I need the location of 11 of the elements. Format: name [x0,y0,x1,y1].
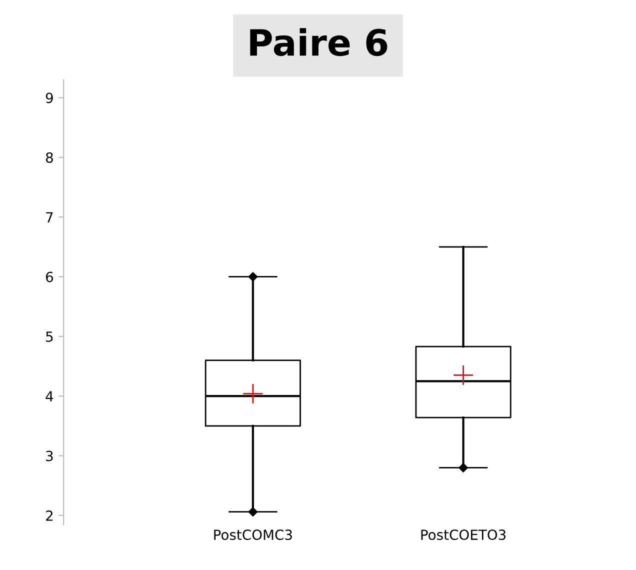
y-tick-label: 6 [46,272,54,282]
y-tick-label: 2 [46,510,52,521]
chart-title: Paire 6 [250,28,388,56]
y-tick-label: 3 [46,450,53,462]
y-tick-label: 4 [46,391,54,402]
y-tick-label: 7 [46,212,53,222]
y-tick-label: 5 [46,332,53,342]
y-tick-label: 8 [46,152,53,163]
x-tick-label: PostCOETO3 [421,530,506,540]
x-tick-label: PostCOMC3 [214,530,292,540]
y-tick-label: 9 [46,92,53,104]
